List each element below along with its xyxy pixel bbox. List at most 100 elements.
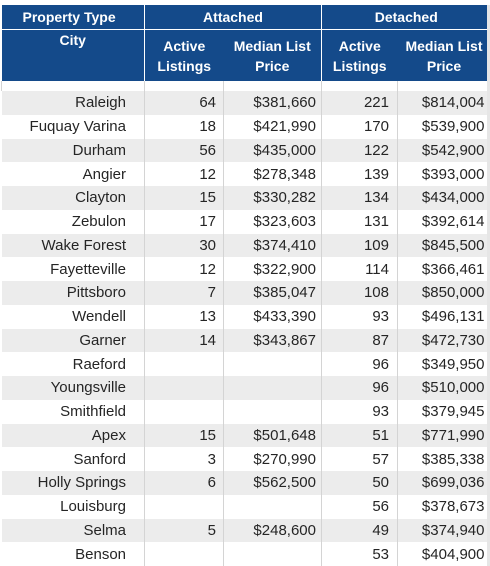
detached-median-price-cell: $771,990 xyxy=(397,423,490,448)
attached-active-listings-cell: 18 xyxy=(144,114,224,139)
detached-median-price-cell: $385,338 xyxy=(397,447,490,471)
attached-median-price-cell xyxy=(223,352,322,376)
attached-active-listings-cell: 5 xyxy=(144,518,224,543)
city-cell: Garner xyxy=(1,328,145,353)
table-row[interactable]: Angier 12 $278,348 139 $393,000 xyxy=(1,162,490,186)
table-row[interactable]: Sanford 3 $270,990 57 $385,338 xyxy=(1,447,490,471)
attached-median-price-cell: $385,047 xyxy=(223,281,322,305)
city-cell: Smithfield xyxy=(1,399,145,424)
detached-median-price-cell: $510,000 xyxy=(397,376,490,400)
detached-median-price-cell: $404,900 xyxy=(397,542,490,566)
attached-active-listings-cell: 30 xyxy=(144,233,224,258)
attached-median-price-cell: $343,867 xyxy=(223,328,322,353)
attached-active-listings-cell: 6 xyxy=(144,471,224,495)
attached-median-price-cell xyxy=(223,494,322,519)
attached-active-listings-cell: 7 xyxy=(144,281,224,305)
attached-median-price-cell: $323,603 xyxy=(223,209,322,234)
attached-active-listings-cell: 15 xyxy=(144,186,224,210)
detached-active-listings-cell: 134 xyxy=(321,186,398,210)
detached-median-price-cell: $434,000 xyxy=(397,186,490,210)
attached-median-price-cell: $374,410 xyxy=(223,233,322,258)
attached-active-listings-cell: 64 xyxy=(144,91,224,115)
detached-active-listings-cell: 170 xyxy=(321,114,398,139)
detached-active-listings-cell: 93 xyxy=(321,399,398,424)
attached-group-header[interactable]: Attached xyxy=(144,5,322,30)
attached-active-listings-cell: 14 xyxy=(144,328,224,353)
table-row[interactable]: Benson 53 $404,900 xyxy=(1,542,490,566)
table-row[interactable]: Selma 5 $248,600 49 $374,940 xyxy=(1,518,490,543)
attached-median-price-cell: $562,500 xyxy=(223,471,322,495)
detached-median-price-cell: $379,945 xyxy=(397,399,490,424)
detached-median-price-header[interactable]: Median List Price xyxy=(397,29,490,81)
detached-median-price-cell: $378,673 xyxy=(397,494,490,519)
attached-active-listings-cell xyxy=(144,376,224,400)
table-row[interactable]: Raeford 96 $349,950 xyxy=(1,352,490,376)
city-cell: Angier xyxy=(1,162,145,186)
attached-active-listings-cell: 12 xyxy=(144,162,224,186)
table-row[interactable]: Wake Forest 30 $374,410 109 $845,500 xyxy=(1,233,490,258)
detached-active-listings-cell: 96 xyxy=(321,376,398,400)
city-cell: Holly Springs xyxy=(1,471,145,495)
table-header: Property Type Attached Detached City Act… xyxy=(1,5,490,81)
table-row[interactable]: Fayetteville 12 $322,900 114 $366,461 xyxy=(1,257,490,281)
detached-active-listings-cell: 93 xyxy=(321,304,398,329)
city-cell: Fayetteville xyxy=(1,257,145,281)
city-cell: Sanford xyxy=(1,447,145,471)
table-row[interactable]: Garner 14 $343,867 87 $472,730 xyxy=(1,328,490,353)
property-type-header[interactable]: Property Type xyxy=(1,5,145,30)
attached-median-price-cell: $501,648 xyxy=(223,423,322,448)
attached-active-listings-cell xyxy=(144,352,224,376)
detached-median-price-cell: $850,000 xyxy=(397,281,490,305)
city-cell: Wendell xyxy=(1,304,145,329)
city-column-header[interactable]: City xyxy=(1,29,145,81)
attached-median-price-cell: $278,348 xyxy=(223,162,322,186)
detached-group-header[interactable]: Detached xyxy=(321,5,490,30)
detached-active-listings-cell: 96 xyxy=(321,352,398,376)
attached-active-listings-cell xyxy=(144,494,224,519)
city-cell: Clayton xyxy=(1,186,145,210)
detached-median-price-cell: $539,900 xyxy=(397,114,490,139)
detached-median-price-cell: $392,614 xyxy=(397,209,490,234)
table-row[interactable]: Apex 15 $501,648 51 $771,990 xyxy=(1,423,490,448)
attached-median-price-cell xyxy=(223,399,322,424)
attached-active-listings-cell: 56 xyxy=(144,138,224,163)
table-row[interactable]: Raleigh 64 $381,660 221 $814,004 xyxy=(1,91,490,115)
table-row[interactable]: Louisburg 56 $378,673 xyxy=(1,494,490,519)
table-row[interactable]: Smithfield 93 $379,945 xyxy=(1,399,490,424)
attached-median-price-cell: $421,990 xyxy=(223,114,322,139)
table-row[interactable]: Wendell 13 $433,390 93 $496,131 xyxy=(1,304,490,329)
scrollbar-track[interactable] xyxy=(487,5,490,566)
table-row[interactable]: Clayton 15 $330,282 134 $434,000 xyxy=(1,186,490,210)
detached-active-listings-cell: 131 xyxy=(321,209,398,234)
detached-active-listings-cell: 56 xyxy=(321,494,398,519)
table-row[interactable]: Durham 56 $435,000 122 $542,900 xyxy=(1,138,490,163)
detached-active-listings-cell: 108 xyxy=(321,281,398,305)
detached-active-listings-cell: 109 xyxy=(321,233,398,258)
attached-active-listings-header[interactable]: Active Listings xyxy=(144,29,224,81)
detached-active-listings-header[interactable]: Active Listings xyxy=(321,29,398,81)
attached-active-listings-cell: 3 xyxy=(144,447,224,471)
detached-active-listings-cell: 49 xyxy=(321,518,398,543)
attached-median-price-header[interactable]: Median List Price xyxy=(223,29,322,81)
detached-active-listings-cell: 122 xyxy=(321,138,398,163)
attached-median-price-cell: $248,600 xyxy=(223,518,322,543)
detached-median-price-cell: $845,500 xyxy=(397,233,490,258)
attached-active-listings-cell: 13 xyxy=(144,304,224,329)
table-row[interactable]: Holly Springs 6 $562,500 50 $699,036 xyxy=(1,471,490,495)
attached-median-price-cell: $270,990 xyxy=(223,447,322,471)
attached-active-listings-cell: 12 xyxy=(144,257,224,281)
attached-active-listings-cell xyxy=(144,542,224,566)
table-row[interactable]: Zebulon 17 $323,603 131 $392,614 xyxy=(1,209,490,234)
attached-median-price-cell: $381,660 xyxy=(223,91,322,115)
city-cell: Benson xyxy=(1,542,145,566)
detached-median-price-cell: $393,000 xyxy=(397,162,490,186)
detached-active-listings-cell: 221 xyxy=(321,91,398,115)
detached-median-price-cell: $374,940 xyxy=(397,518,490,543)
attached-active-listings-cell: 17 xyxy=(144,209,224,234)
attached-median-price-cell xyxy=(223,376,322,400)
attached-median-price-cell: $435,000 xyxy=(223,138,322,163)
table-row[interactable]: Fuquay Varina 18 $421,990 170 $539,900 xyxy=(1,114,490,139)
table-row[interactable]: Pittsboro 7 $385,047 108 $850,000 xyxy=(1,281,490,305)
detached-active-listings-cell: 139 xyxy=(321,162,398,186)
table-row[interactable]: Youngsville 96 $510,000 xyxy=(1,376,490,400)
